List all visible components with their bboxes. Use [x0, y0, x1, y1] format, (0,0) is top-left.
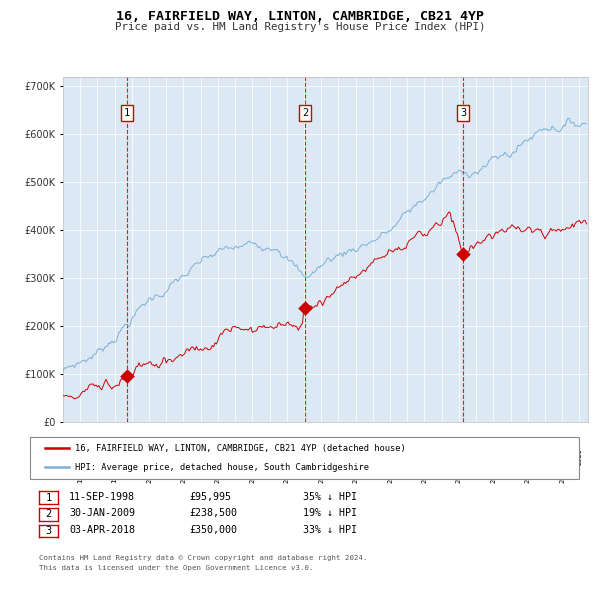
Text: 2003: 2003 — [198, 448, 204, 466]
Text: £95,995: £95,995 — [189, 492, 231, 502]
Text: 3: 3 — [460, 108, 466, 118]
Text: 03-APR-2018: 03-APR-2018 — [69, 525, 135, 535]
Text: 1: 1 — [124, 108, 130, 118]
Text: 2: 2 — [46, 510, 52, 519]
Point — [301, 303, 310, 312]
Text: £350,000: £350,000 — [189, 525, 237, 535]
Text: 1999: 1999 — [129, 448, 135, 466]
Text: 2009: 2009 — [301, 448, 307, 466]
Text: 2005: 2005 — [232, 448, 238, 466]
Text: 2015: 2015 — [404, 448, 410, 466]
Text: 35% ↓ HPI: 35% ↓ HPI — [303, 492, 357, 502]
Text: HPI: Average price, detached house, South Cambridgeshire: HPI: Average price, detached house, Sout… — [75, 463, 369, 471]
Text: 2025: 2025 — [577, 448, 583, 466]
Text: 1998: 1998 — [112, 466, 118, 483]
Text: 19% ↓ HPI: 19% ↓ HPI — [303, 509, 357, 518]
Point — [458, 250, 468, 259]
Text: 1: 1 — [46, 493, 52, 503]
Text: 16, FAIRFIELD WAY, LINTON, CAMBRIDGE, CB21 4YP (detached house): 16, FAIRFIELD WAY, LINTON, CAMBRIDGE, CB… — [75, 444, 406, 453]
Text: 1995: 1995 — [60, 448, 66, 466]
Text: 2018: 2018 — [456, 466, 462, 483]
Text: 2004: 2004 — [215, 466, 221, 483]
Text: 2008: 2008 — [284, 466, 290, 483]
Text: 2014: 2014 — [387, 466, 393, 483]
Text: 1997: 1997 — [94, 448, 100, 466]
Text: 2: 2 — [302, 108, 308, 118]
Text: 16, FAIRFIELD WAY, LINTON, CAMBRIDGE, CB21 4YP: 16, FAIRFIELD WAY, LINTON, CAMBRIDGE, CB… — [116, 10, 484, 23]
Text: 2002: 2002 — [181, 466, 187, 483]
Text: 2011: 2011 — [335, 448, 341, 466]
Text: 11-SEP-1998: 11-SEP-1998 — [69, 492, 135, 502]
Point — [122, 371, 131, 381]
Text: 2001: 2001 — [163, 448, 169, 466]
Text: Contains HM Land Registry data © Crown copyright and database right 2024.: Contains HM Land Registry data © Crown c… — [39, 555, 367, 560]
Text: 2000: 2000 — [146, 466, 152, 483]
Text: 2024: 2024 — [559, 466, 565, 483]
Text: 2017: 2017 — [439, 448, 445, 466]
Text: 1996: 1996 — [77, 466, 83, 483]
Text: 2010: 2010 — [318, 466, 324, 483]
Text: 2023: 2023 — [542, 448, 548, 466]
Text: 2013: 2013 — [370, 448, 376, 466]
Text: 2019: 2019 — [473, 448, 479, 466]
Text: 3: 3 — [46, 526, 52, 536]
Text: £238,500: £238,500 — [189, 509, 237, 518]
Text: 2021: 2021 — [508, 448, 514, 466]
Text: 2022: 2022 — [525, 466, 531, 483]
Text: 2012: 2012 — [353, 466, 359, 483]
Text: 2016: 2016 — [421, 466, 427, 483]
Text: This data is licensed under the Open Government Licence v3.0.: This data is licensed under the Open Gov… — [39, 565, 314, 571]
Text: 2006: 2006 — [250, 466, 256, 483]
Text: 30-JAN-2009: 30-JAN-2009 — [69, 509, 135, 518]
Text: 2020: 2020 — [490, 466, 496, 483]
Text: Price paid vs. HM Land Registry's House Price Index (HPI): Price paid vs. HM Land Registry's House … — [115, 22, 485, 32]
Text: 33% ↓ HPI: 33% ↓ HPI — [303, 525, 357, 535]
Text: 2007: 2007 — [266, 448, 272, 466]
